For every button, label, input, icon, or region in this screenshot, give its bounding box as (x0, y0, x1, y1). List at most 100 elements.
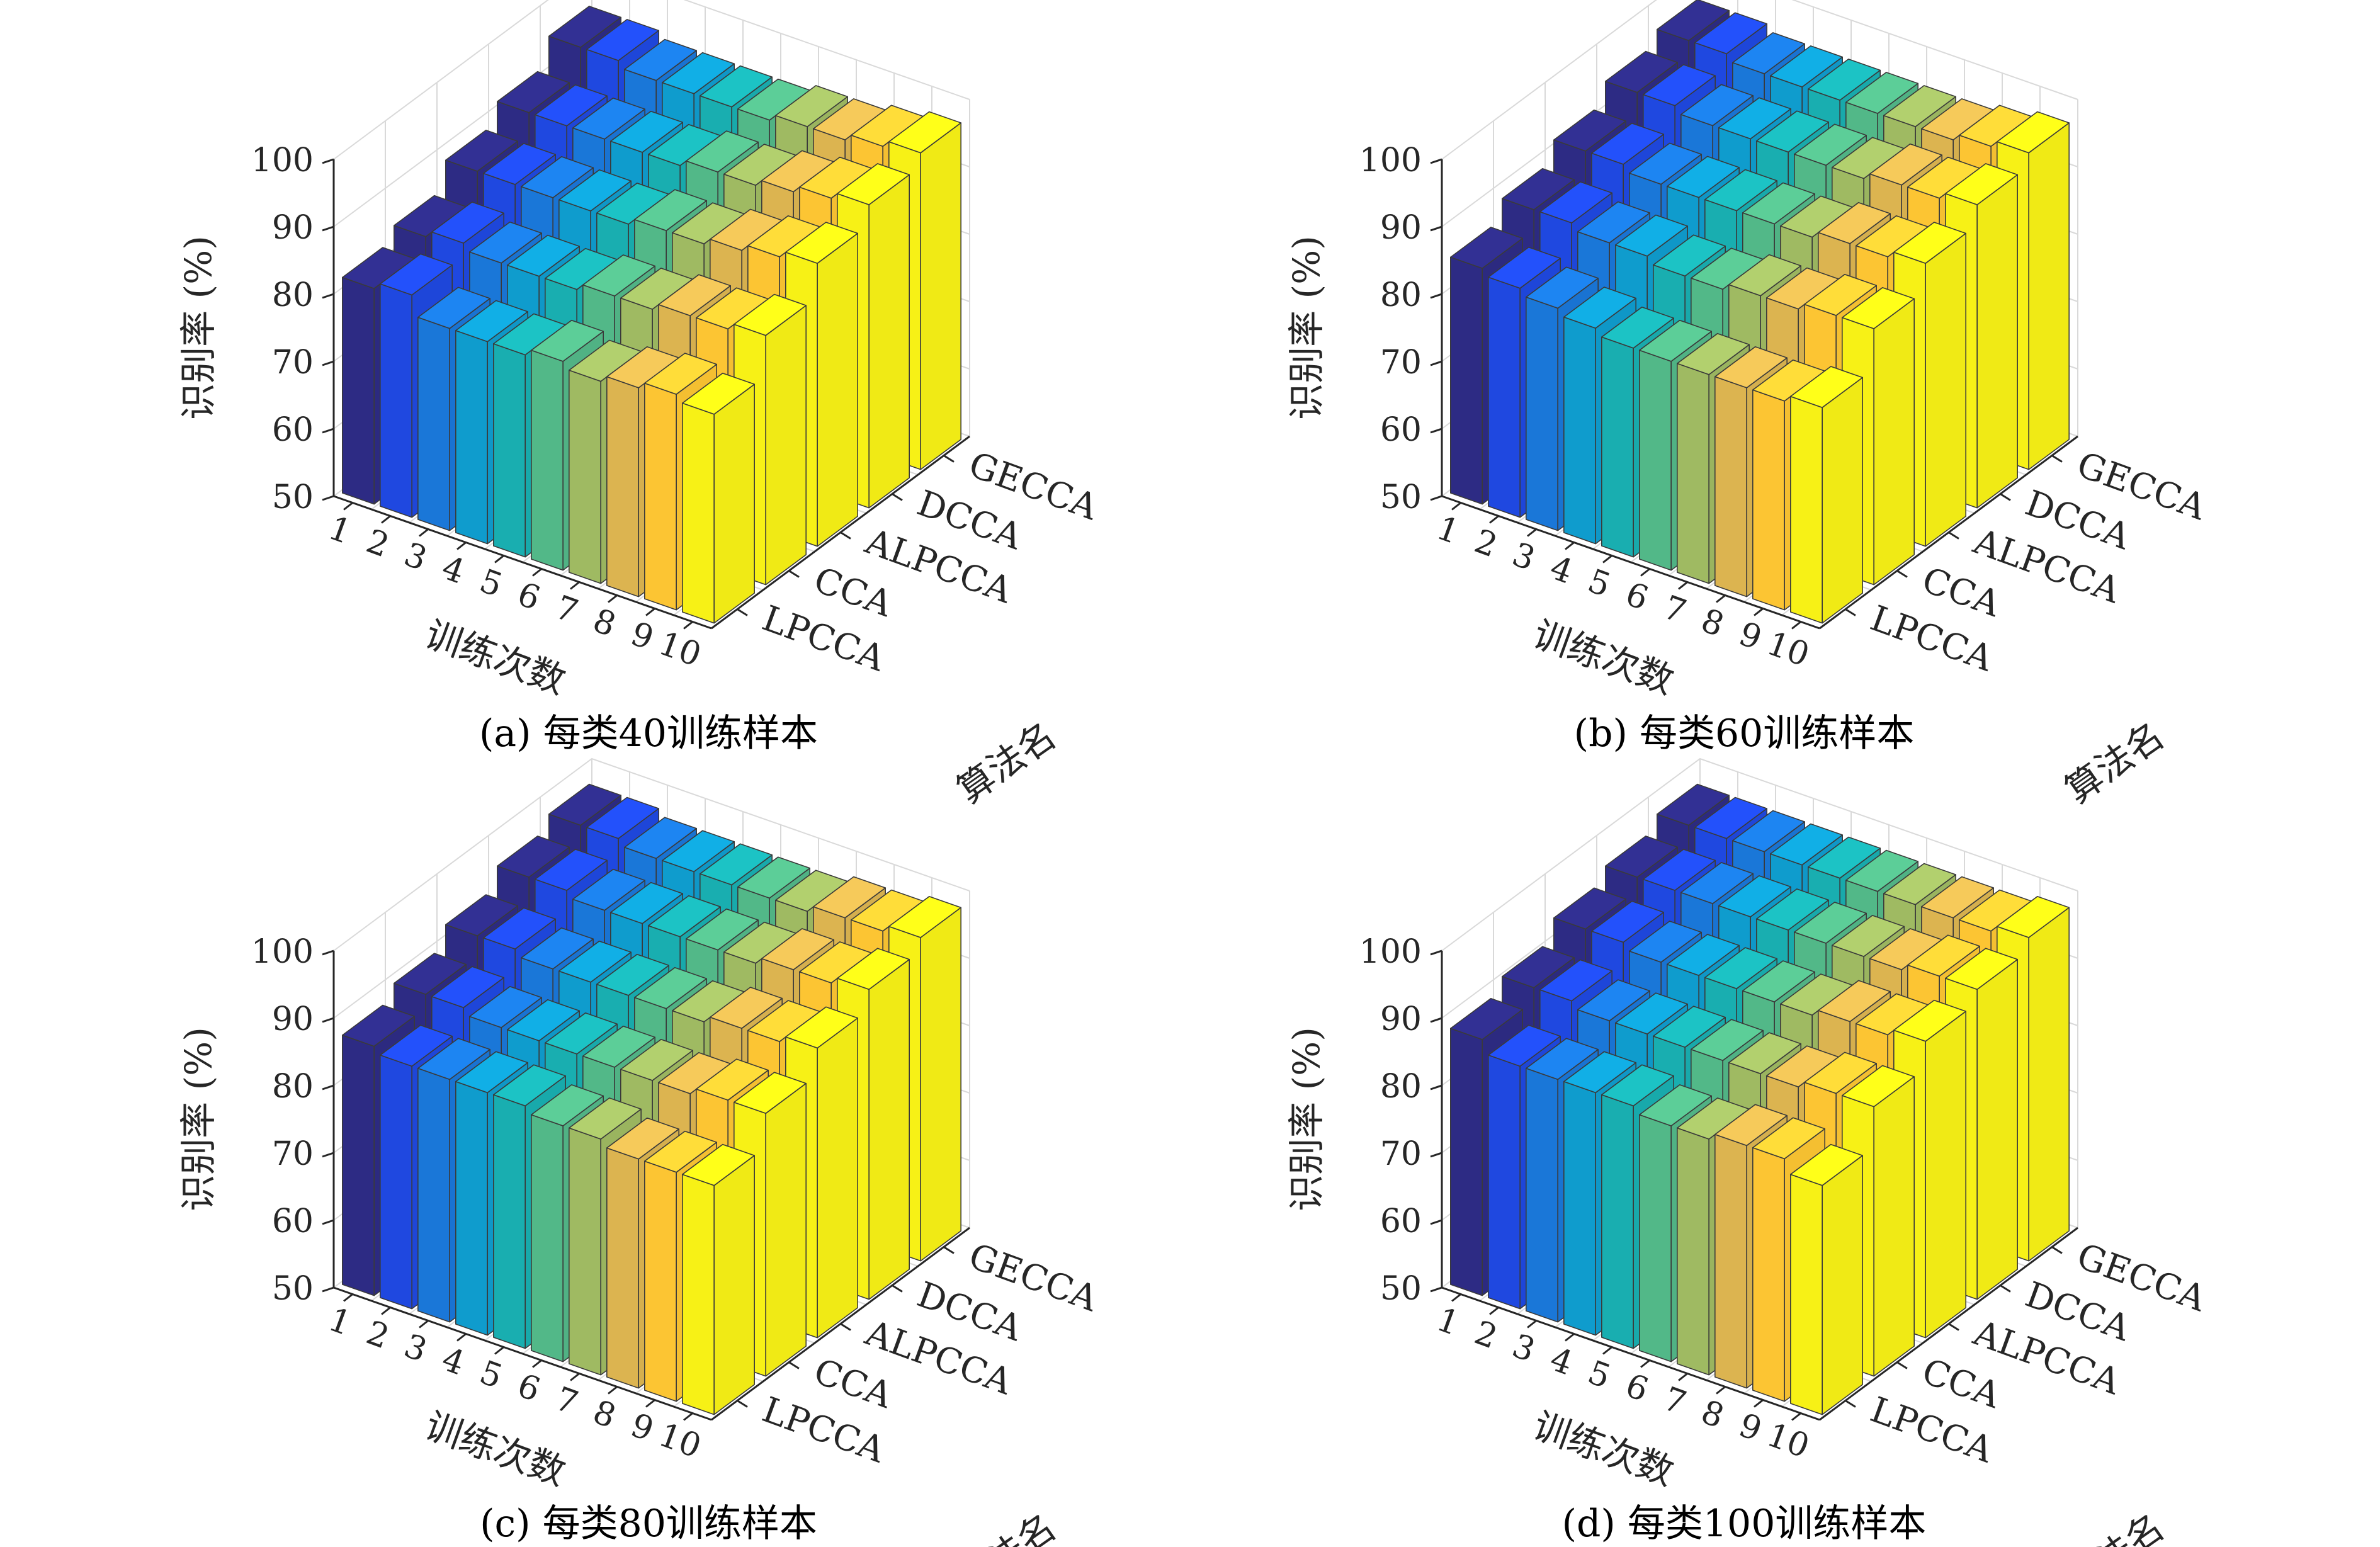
axes (1430, 949, 2078, 1421)
bar-front-face (1639, 349, 1672, 571)
bars (341, 783, 961, 1415)
x-axis-label: 训练次数 (419, 1404, 571, 1494)
bar-top-face (496, 71, 570, 113)
bar-top-face (1450, 227, 1523, 269)
bar-front-face (1790, 395, 1823, 624)
bar-top-face (431, 966, 505, 1009)
bars (341, 6, 961, 624)
x-tick-label: 8 (588, 602, 621, 645)
bar-side-face (817, 1017, 858, 1339)
x-tick (645, 1399, 655, 1408)
bar-top-face (1756, 888, 1829, 931)
x-tick (1602, 555, 1612, 564)
z-tick-label: 60 (1380, 411, 1422, 449)
x-tick-label: 5 (1583, 1354, 1616, 1397)
bar-top-face (482, 907, 557, 949)
y-tick (2051, 1246, 2063, 1254)
bar-front-face (643, 1160, 677, 1402)
bar-top-face (686, 908, 759, 951)
bar-top-face (1539, 959, 1612, 1002)
bar-top-face (888, 896, 961, 938)
bar-top-face (1883, 863, 1956, 905)
x-axis-label: 训练次数 (1527, 1404, 1679, 1494)
x-tick (570, 581, 580, 590)
bar-top-face (1752, 1117, 1825, 1160)
bar-front-face (417, 1068, 451, 1323)
bar-top-face (1629, 921, 1702, 963)
bar-top-face (1818, 980, 1891, 1023)
bar-LPCCA-10 (682, 1143, 755, 1415)
bar-front-face (530, 349, 564, 571)
bar-top-face (837, 163, 910, 205)
bar-top-face (520, 156, 594, 198)
bar-top-face (1605, 50, 1678, 93)
bar-LPCCA-10 (682, 372, 755, 624)
bar-top-face (1728, 1032, 1801, 1075)
bar-top-face (1553, 109, 1626, 152)
bar-side-face (765, 305, 807, 586)
bar-top-face (1907, 934, 1980, 977)
bar-top-face (558, 940, 632, 983)
x-tick-label: 2 (361, 523, 394, 565)
x-tick-label: 2 (1470, 1314, 1502, 1357)
bar-top-face (623, 38, 697, 81)
bar-top-face (1842, 1065, 1915, 1108)
bar-top-face (1694, 796, 1767, 839)
bar-front-face (379, 1055, 413, 1310)
bar-side-face (920, 122, 961, 470)
x-axis-label: 训练次数 (1527, 613, 1679, 703)
x-tick (381, 515, 391, 524)
bar-top-face (1657, 783, 1730, 826)
y-tick (737, 1400, 748, 1408)
x-tick-label: 9 (626, 1407, 659, 1449)
x-tick (419, 1320, 429, 1329)
bar-top-face (1691, 1019, 1764, 1062)
bar-top-face (1639, 319, 1712, 362)
bar-top-face (813, 876, 886, 919)
bar-side-face (713, 383, 755, 624)
bar-top-face (417, 1038, 491, 1080)
x-tick-label: 7 (1658, 589, 1691, 632)
bar-top-face (544, 1012, 618, 1055)
z-tick-label: 80 (272, 1068, 314, 1106)
z-tick (1430, 1219, 1442, 1225)
bar-top-face (379, 1024, 453, 1067)
z-tick-label: 80 (272, 276, 314, 314)
bar-top-face (1704, 947, 1777, 989)
x-tick-label: 9 (1734, 1407, 1767, 1449)
y-tick (840, 1323, 851, 1331)
x-tick (1754, 1399, 1764, 1408)
x-tick-label: 10 (654, 625, 706, 674)
panel-caption: (c) 每类80训练样本 (480, 1502, 817, 1546)
x-tick-label: 3 (1507, 1327, 1540, 1370)
bar-top-face (558, 169, 632, 212)
bar-top-face (548, 783, 622, 826)
z-tick (322, 428, 334, 434)
x-tick-label: 3 (399, 536, 432, 579)
x-tick-label: 1 (324, 1301, 356, 1344)
x-tick (1640, 1359, 1650, 1368)
bar-top-face (568, 1097, 642, 1140)
x-tick-label: 6 (513, 1367, 545, 1410)
bar-top-face (596, 953, 669, 996)
bar-top-face (1728, 254, 1801, 297)
bar-top-face (1718, 875, 1791, 917)
z-tick (1430, 495, 1442, 501)
bar-top-face (506, 234, 581, 277)
bar-top-face (1804, 273, 1877, 316)
z-gridline (333, 0, 970, 160)
z-tick (322, 360, 334, 366)
bar-top-face (696, 1058, 769, 1101)
bar-side-face (1873, 1076, 1915, 1377)
panel-caption: (a) 每类40训练样本 (479, 711, 818, 756)
x-tick (1791, 1412, 1801, 1421)
bar-top-face (1845, 849, 1918, 892)
bar-top-face (445, 130, 519, 172)
bar-front-face (530, 1114, 564, 1363)
bar-front-face (1752, 389, 1785, 611)
bar-side-face (1976, 959, 2018, 1300)
x-tick (1489, 515, 1499, 524)
bar-front-face (1677, 363, 1709, 584)
bar-top-face (785, 222, 858, 264)
